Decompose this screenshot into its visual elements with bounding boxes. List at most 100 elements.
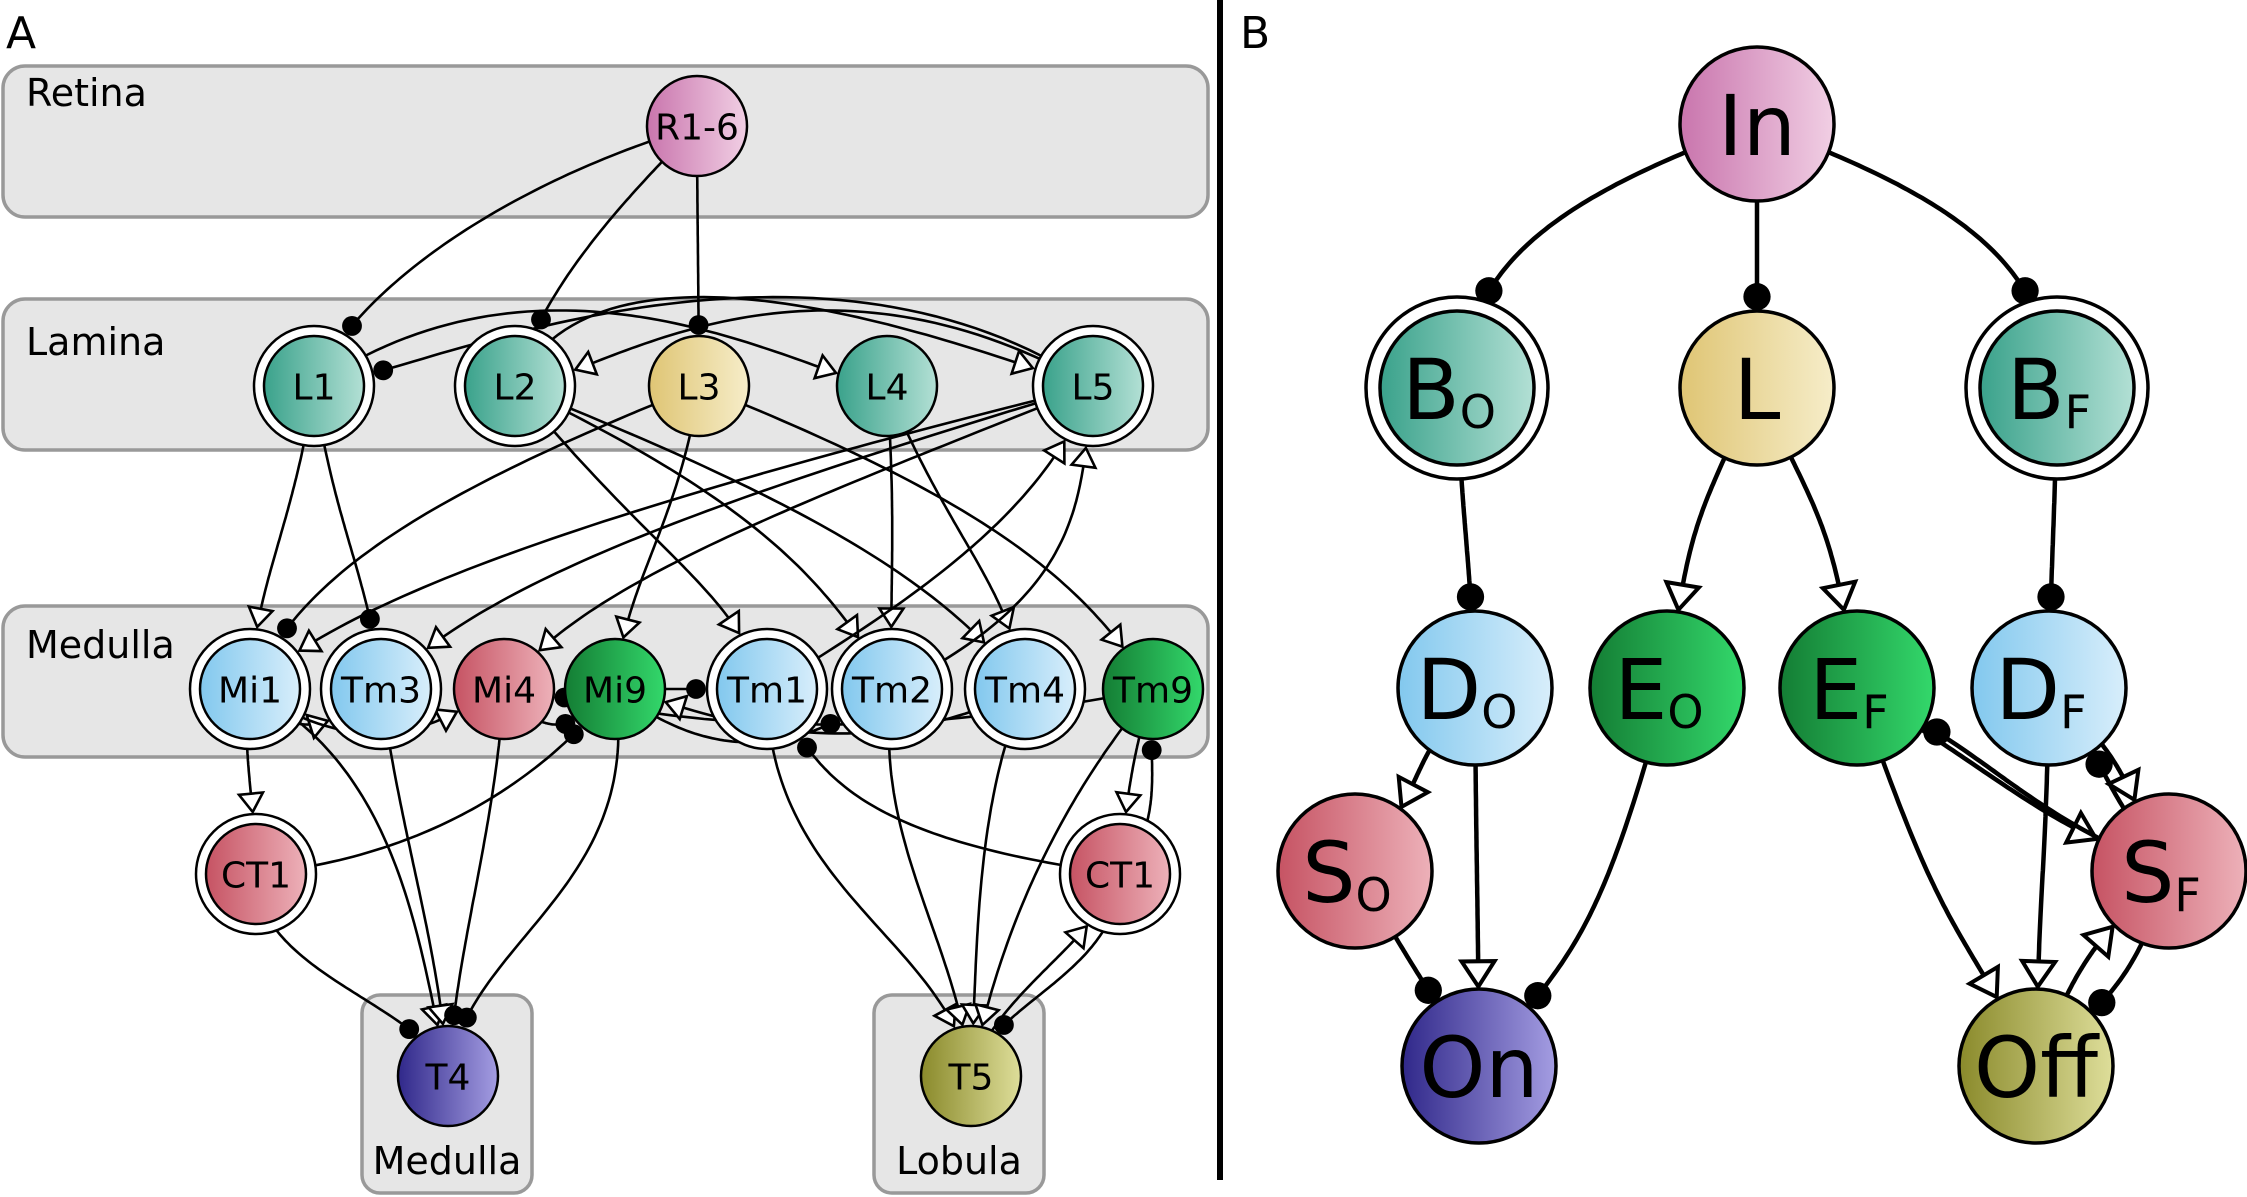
- edge-a-l5-to-tm3-10-excitatory-terminal: [426, 624, 453, 650]
- model-unit-do: DO: [1396, 609, 1554, 767]
- model-unit-df-subscript: F: [2060, 685, 2086, 739]
- edge-a-l3-to-mi1-12: [277, 384, 700, 639]
- neuron-tm9-body: [1101, 637, 1205, 741]
- model-unit-off-name: Off: [1974, 1019, 2100, 1117]
- model-unit-df-label: DF: [1995, 641, 2086, 739]
- edge-a-l3-to-mi1-12-line: [290, 384, 700, 624]
- edge-a-ct1a-to-mi9-27: [255, 724, 584, 876]
- neuron-tm2-body: [840, 637, 944, 741]
- edge-b-eo-to-on-10-inhibitory-terminal: [1524, 982, 1552, 1010]
- edge-b-eo-to-on-10: [1524, 687, 1670, 1010]
- edge-a-l2-to-l5-4-excitatory-terminal: [1009, 348, 1036, 376]
- edge-b-ef-to-off-15-line: [1854, 687, 1987, 978]
- neuron-mi4-label: Mi4: [472, 671, 536, 712]
- edge-a-l5-to-tm3-10-line: [441, 384, 1094, 639]
- neuron-l1-label: L1: [293, 368, 336, 409]
- model-unit-off-label: Off: [1974, 1019, 2100, 1117]
- edge-a-ct1b-to-tm1-32-inhibitory-terminal: [797, 737, 817, 758]
- edge-a-ct1a-to-mi9-27-inhibitory-terminal: [563, 724, 584, 745]
- model-unit-df-name: D: [1995, 641, 2060, 739]
- edge-a-tm1-to-t5-39-line: [765, 688, 947, 1012]
- edge-b-so-to-on-9-inhibitory-terminal: [1414, 976, 1442, 1004]
- neuron-mi1-body: [198, 637, 302, 741]
- neuron-mi1-label: Mi1: [218, 671, 282, 712]
- model-unit-so-name: S: [1302, 824, 1355, 922]
- edge-a-l5-to-l2-6-line: [591, 309, 1094, 388]
- neuron-l3-body: [647, 334, 751, 438]
- edge-a-l2-to-l5-4: [513, 295, 1036, 387]
- panel-a-label: A: [6, 8, 36, 59]
- edge-a-mi1-to-ct1a-26-excitatory-terminal: [236, 790, 266, 815]
- region-lamina-label: Lamina: [26, 320, 165, 364]
- edge-a-tm2-to-l5-21: [891, 445, 1098, 691]
- model-unit-in-body: [1678, 45, 1836, 203]
- neuron-ct1b: CT1: [1058, 812, 1182, 936]
- edge-a-ct1b-to-tm9-33-inhibitory-terminal: [1141, 740, 1162, 761]
- neuron-ct1b-label: CT1: [1085, 856, 1155, 897]
- region-retina-label: Retina: [26, 71, 147, 115]
- edge-a-l5-to-l2-6-excitatory-terminal: [573, 349, 599, 377]
- edge-a-l1-to-l4-5: [313, 309, 839, 388]
- neuron-mi9-body: [563, 637, 667, 741]
- edge-b-off-to-sf-17-excitatory-terminal: [2079, 924, 2116, 961]
- edge-b-ef-to-off-15-excitatory-terminal: [1965, 963, 2001, 1001]
- neuron-r16: R1-6: [645, 74, 749, 178]
- model-unit-ef-name: E: [1809, 641, 1862, 739]
- edge-a-tm2-to-l5-21-excitatory-terminal: [1069, 445, 1098, 470]
- edge-a-tm9-to-t5-42: [973, 688, 1155, 1028]
- model-unit-bf-label: BF: [2007, 341, 2091, 439]
- neuron-tm4: Tm4: [963, 627, 1087, 751]
- neuron-l4: L4: [835, 334, 939, 438]
- edge-a-l5-to-mi1-9-excitatory-terminal: [297, 627, 324, 653]
- model-unit-sf-subscript: F: [2174, 868, 2200, 922]
- neuron-mi1: Mi1: [188, 627, 312, 751]
- edge-b-sf-to-ef-14-inhibitory-terminal: [1923, 718, 1951, 746]
- neuron-ct1b-body: [1068, 822, 1172, 926]
- model-unit-sf-label: SF: [2121, 824, 2201, 922]
- neuron-tm3-label: Tm3: [340, 671, 421, 712]
- edge-a-mi1-to-t4-34-line: [249, 687, 436, 1009]
- model-unit-bf: BF: [1964, 295, 2150, 481]
- edge-a-l1-to-mi1-7-excitatory-terminal: [246, 604, 276, 630]
- model-unit-l: L: [1678, 309, 1836, 467]
- model-unit-ef-subscript: F: [1862, 685, 1888, 739]
- edge-a-l5-to-mi4-11-line: [552, 384, 1094, 640]
- model-unit-do-label: DO: [1417, 641, 1518, 739]
- model-unit-eo-subscript: O: [1667, 685, 1703, 739]
- model-unit-l-body: [1678, 309, 1836, 467]
- model-unit-so: SO: [1276, 792, 1434, 950]
- neuron-mi9-label: Mi9: [583, 671, 647, 712]
- edge-b-ef-to-off-15: [1854, 687, 2001, 1001]
- neuron-t4-body: [396, 1024, 500, 1128]
- model-unit-sf: SF: [2090, 792, 2247, 950]
- neuron-tm1: Tm1: [705, 627, 829, 751]
- edge-a-mi1-to-mi4-24-excitatory-terminal: [432, 707, 460, 734]
- edge-b-df-to-off-12-excitatory-terminal: [2018, 958, 2059, 991]
- model-unit-bo-subscript: O: [1460, 385, 1496, 439]
- neuron-l4-label: L4: [866, 368, 909, 409]
- neuron-l2-label: L2: [494, 368, 537, 409]
- model-unit-on-body: [1400, 987, 1558, 1145]
- region-lamina: [1, 297, 1210, 452]
- panel-a-connections: [236, 124, 1162, 1077]
- neuron-t5-label: T5: [948, 1058, 994, 1099]
- model-unit-l-label: L: [1734, 341, 1781, 439]
- neuron-l3: L3: [647, 334, 751, 438]
- panel-a-neurons: R1-6 L1 L2 L3 L4 L5 Mi1 Tm3 Mi4 Mi9 Tm1 Tm2 Tm4 Tm9 CT…: [188, 74, 1205, 1128]
- edge-a-l3-to-tm9-17-excitatory-terminal: [1098, 622, 1124, 649]
- edge-b-df-to-sf-11-excitatory-terminal: [2104, 766, 2141, 804]
- neuron-l1-body: [262, 334, 366, 438]
- model-unit-on: On: [1400, 987, 1558, 1145]
- region-t4-medulla-label: Medulla: [373, 1139, 522, 1183]
- region-t5-lobula-label: Lobula: [896, 1139, 1022, 1183]
- neuron-t5: T5: [919, 1024, 1023, 1128]
- edge-a-l2-to-tm2-15-excitatory-terminal: [834, 612, 860, 640]
- edge-a-tm9-to-t5-42-excitatory-terminal: [973, 1002, 1002, 1028]
- model-unit-in: In: [1678, 45, 1836, 203]
- model-unit-eo-label: EO: [1614, 641, 1703, 739]
- region-medulla-label: Medulla: [26, 623, 175, 667]
- edge-b-in-to-l-1-inhibitory-terminal: [1743, 283, 1771, 311]
- edge-b-sf-to-off-16-inhibitory-terminal: [2088, 988, 2116, 1017]
